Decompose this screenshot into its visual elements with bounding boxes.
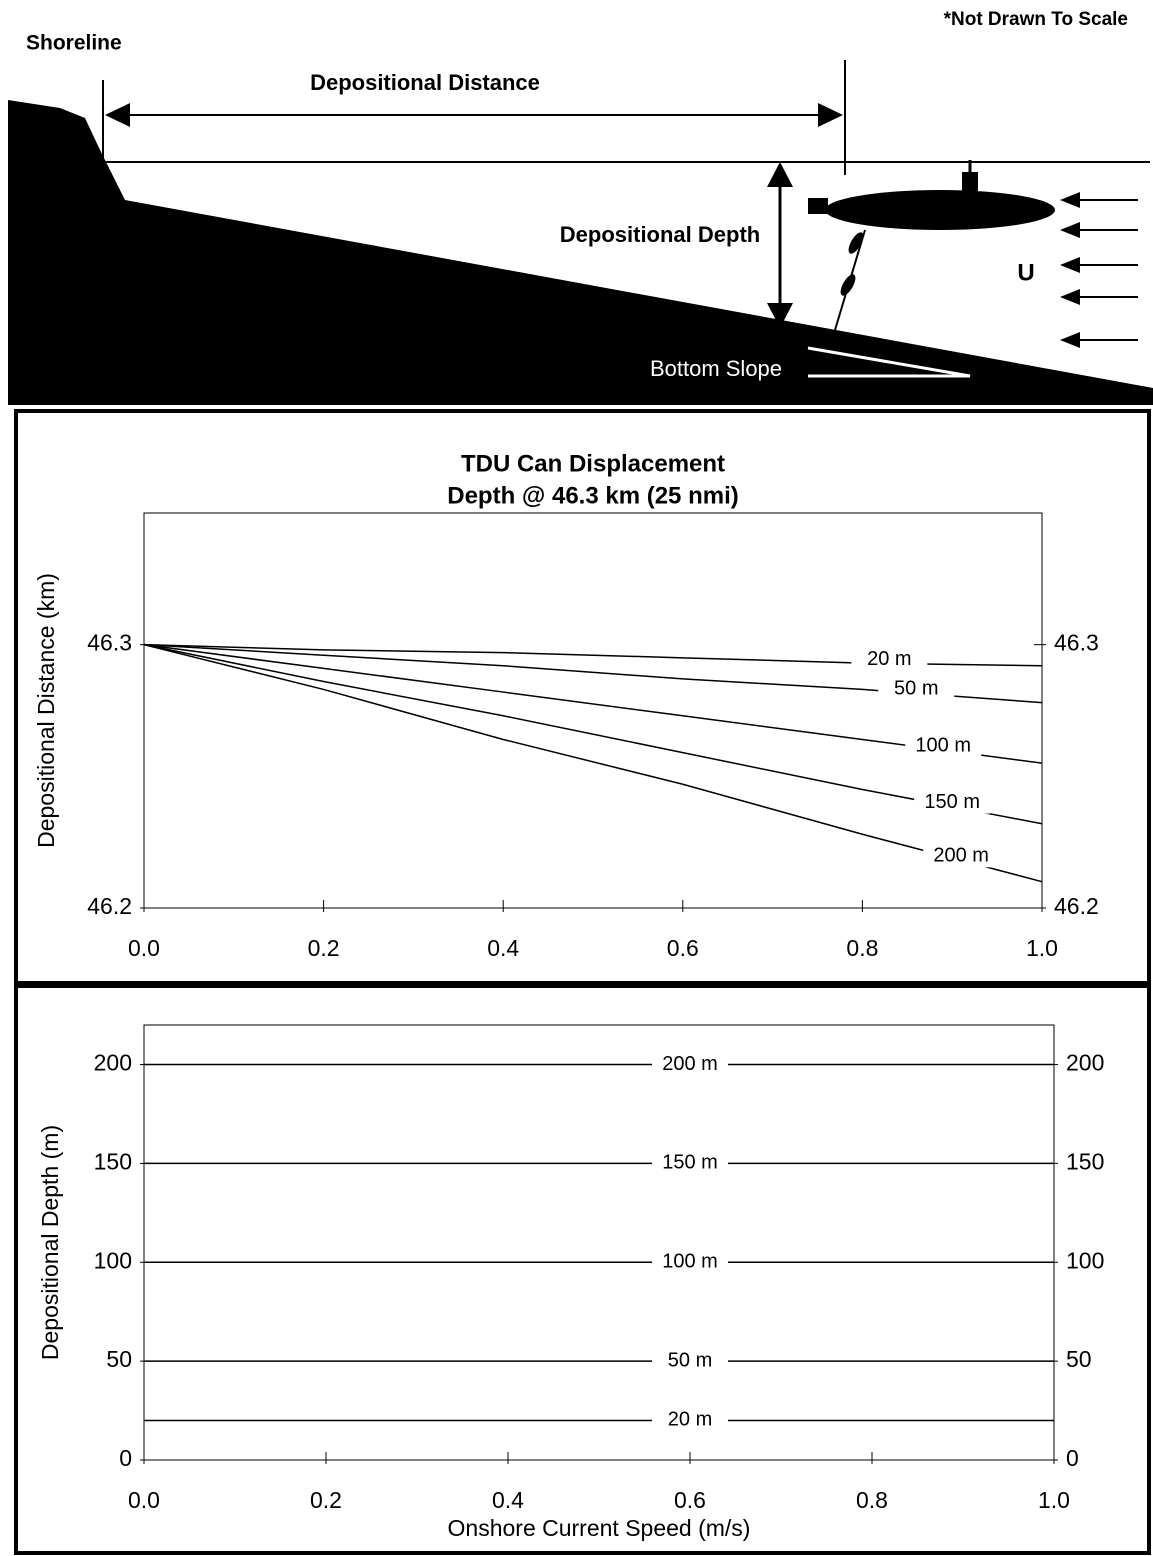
panel xyxy=(14,984,1151,1555)
label-gap xyxy=(923,845,1000,868)
current-arrow-heads xyxy=(1060,192,1080,348)
x-tick-label: 1.0 xyxy=(1038,1487,1070,1513)
series-label: 200 m xyxy=(933,845,989,867)
series-label: 100 m xyxy=(915,734,971,756)
slope-marker xyxy=(807,346,971,378)
x-tick-label: 0.2 xyxy=(308,935,340,961)
label: Depositional Distance xyxy=(310,70,540,95)
x-axis-label: Onshore Current Speed (m/s) xyxy=(448,1515,751,1541)
x-tick-label: 0.8 xyxy=(846,935,878,961)
chart-title: TDU Can Displacement xyxy=(461,450,725,477)
label-gap xyxy=(878,678,955,701)
can xyxy=(848,232,864,254)
can xyxy=(840,274,856,296)
label-gap xyxy=(652,1152,728,1175)
label-gap xyxy=(652,1409,728,1432)
y-tick-label: 46.3 xyxy=(87,630,132,656)
series-line xyxy=(143,643,1043,825)
x-tick-label: 0.2 xyxy=(310,1487,342,1513)
series-label: 50 m xyxy=(668,1349,712,1371)
series-line xyxy=(143,643,1043,764)
submarine xyxy=(825,190,1055,230)
arrow-head xyxy=(105,103,130,127)
y-tick-label: 50 xyxy=(106,1346,132,1372)
label: Depositional Depth xyxy=(560,222,760,247)
panel xyxy=(14,409,1151,985)
x-tick-label: 0.0 xyxy=(128,1487,160,1513)
label-gap xyxy=(652,1251,728,1274)
label-gap xyxy=(652,1350,728,1373)
x-tick-label: 1.0 xyxy=(1026,935,1058,961)
x-tick-label: 0.4 xyxy=(487,935,519,961)
y-axis-label: Depositional Distance (km) xyxy=(33,573,59,848)
current-arrows xyxy=(1075,199,1138,341)
label-gap xyxy=(652,1053,728,1076)
x-tick-label: 0.6 xyxy=(667,935,699,961)
y-tick-label: 150 xyxy=(94,1148,132,1174)
note: *Not Drawn To Scale xyxy=(944,9,1128,30)
y-tick-label: 200 xyxy=(1066,1050,1104,1076)
label: Shoreline xyxy=(26,32,122,55)
y-tick-label: 0 xyxy=(1066,1445,1079,1471)
label: Bottom Slope xyxy=(650,356,782,381)
y-tick-label: 50 xyxy=(1066,1346,1092,1372)
label-gap xyxy=(914,791,991,814)
series-label: 20 m xyxy=(668,1409,712,1431)
y-axis-label: Depositional Depth (m) xyxy=(37,1125,63,1360)
x-tick-label: 0.4 xyxy=(492,1487,524,1513)
series-label: 50 m xyxy=(894,678,938,700)
y-tick-label: 100 xyxy=(94,1247,132,1273)
x-tick-label: 0.0 xyxy=(128,935,160,961)
submarine-tail xyxy=(808,198,828,214)
label-gap xyxy=(851,648,928,671)
chart-subtitle: Depth @ 46.3 km (25 nmi) xyxy=(447,482,738,509)
arrow-head xyxy=(818,103,843,127)
y-tick-label: 46.2 xyxy=(87,893,132,919)
series-line xyxy=(143,643,1043,883)
y-tick-label: 46.2 xyxy=(1054,893,1099,919)
seabed xyxy=(8,100,1153,405)
y-tick-label: 150 xyxy=(1066,1148,1104,1174)
series-label: 150 m xyxy=(924,791,980,813)
series-label: 200 m xyxy=(662,1053,718,1075)
arrow-head xyxy=(767,303,793,328)
arrow-head xyxy=(767,162,793,187)
x-tick-label: 0.6 xyxy=(674,1487,706,1513)
series-label: 100 m xyxy=(662,1251,718,1273)
series-label: 20 m xyxy=(867,648,911,670)
submarine-sail xyxy=(962,172,978,194)
label-gap xyxy=(905,735,982,758)
label: U xyxy=(1017,259,1034,286)
series-label: 150 m xyxy=(662,1152,718,1174)
plot-frame xyxy=(143,512,1043,909)
y-tick-label: 46.3 xyxy=(1054,630,1099,656)
plot-frame xyxy=(143,1024,1055,1461)
y-tick-label: 0 xyxy=(119,1445,132,1471)
y-tick-label: 100 xyxy=(1066,1247,1104,1273)
y-tick-label: 200 xyxy=(94,1050,132,1076)
x-tick-label: 0.8 xyxy=(856,1487,888,1513)
